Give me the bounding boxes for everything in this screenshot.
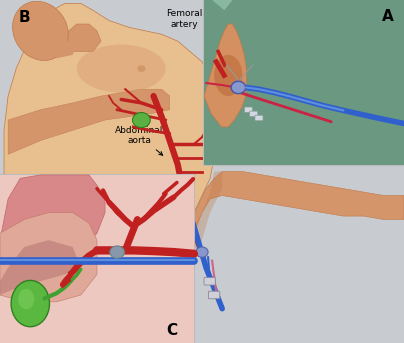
FancyBboxPatch shape: [204, 277, 215, 285]
Polygon shape: [145, 172, 404, 336]
FancyBboxPatch shape: [250, 111, 258, 117]
Polygon shape: [61, 24, 101, 51]
Text: C: C: [166, 323, 177, 339]
Ellipse shape: [11, 281, 49, 327]
FancyBboxPatch shape: [0, 175, 194, 343]
Polygon shape: [174, 172, 222, 302]
Circle shape: [133, 113, 150, 128]
Polygon shape: [204, 0, 265, 10]
Text: B: B: [19, 10, 30, 25]
Polygon shape: [0, 213, 97, 302]
Circle shape: [110, 246, 124, 258]
Text: A: A: [382, 9, 394, 24]
Text: Hepatic
artery: Hepatic artery: [53, 280, 88, 303]
FancyBboxPatch shape: [204, 0, 404, 165]
Ellipse shape: [214, 55, 242, 96]
Polygon shape: [53, 41, 77, 58]
FancyBboxPatch shape: [204, 0, 404, 165]
Circle shape: [196, 247, 208, 257]
Polygon shape: [0, 240, 81, 295]
FancyBboxPatch shape: [255, 115, 263, 121]
FancyBboxPatch shape: [0, 175, 194, 343]
Ellipse shape: [18, 289, 34, 309]
Ellipse shape: [77, 45, 166, 93]
Polygon shape: [8, 89, 170, 154]
Polygon shape: [0, 175, 105, 261]
Ellipse shape: [13, 1, 68, 60]
Polygon shape: [204, 24, 246, 127]
FancyBboxPatch shape: [208, 291, 220, 299]
Text: Coeliac
artery: Coeliac artery: [62, 188, 107, 210]
Circle shape: [137, 65, 145, 72]
FancyBboxPatch shape: [244, 107, 252, 113]
Text: Femoral
artery: Femoral artery: [166, 9, 223, 44]
Circle shape: [231, 81, 246, 94]
Polygon shape: [4, 3, 218, 336]
Text: Abdominal
aorta: Abdominal aorta: [115, 126, 164, 155]
